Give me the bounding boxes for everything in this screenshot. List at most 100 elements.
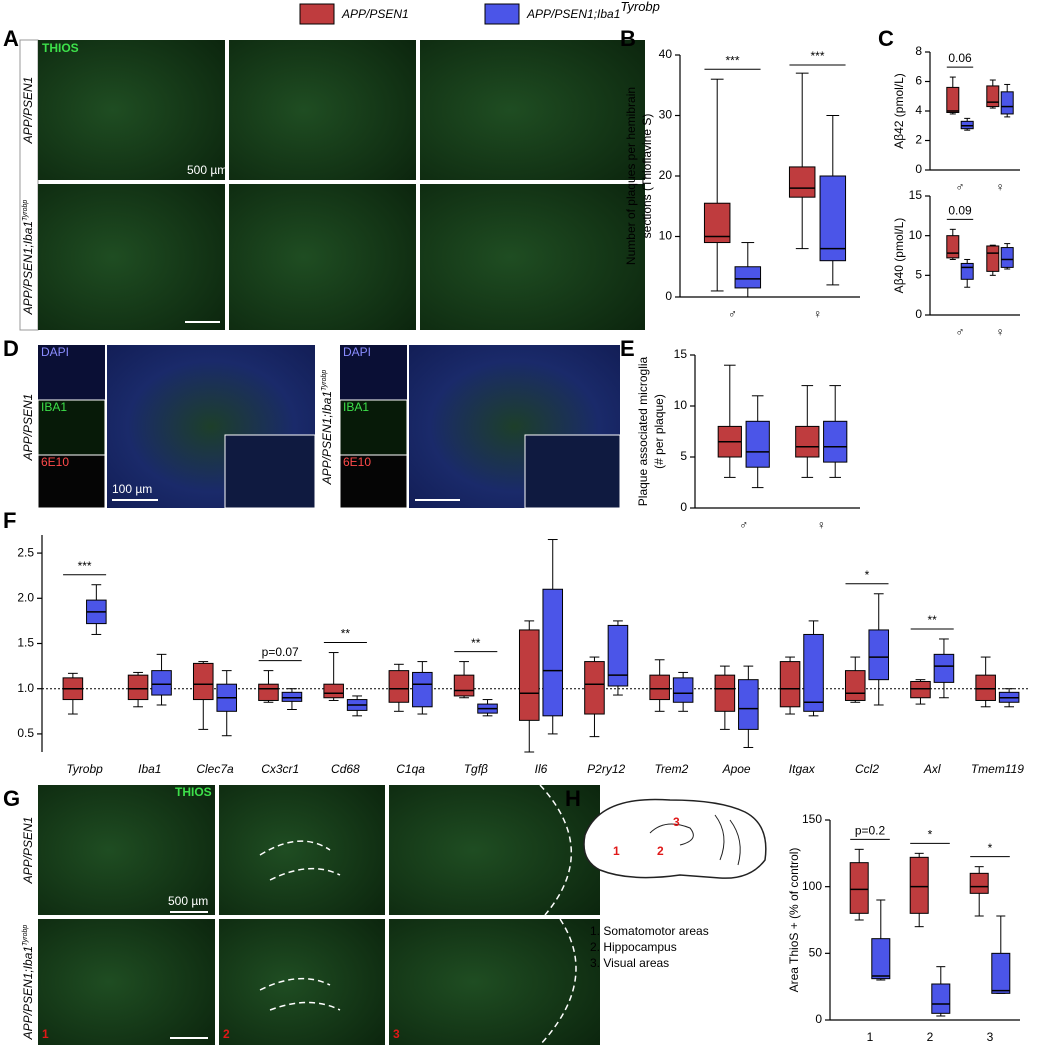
- x-tick-label: ♂: [728, 307, 737, 321]
- y-tick-label: 40: [659, 47, 673, 61]
- x-tick-label: Tyrobp: [66, 762, 103, 776]
- micrograph: [219, 785, 385, 915]
- x-tick-label: C1qa: [396, 762, 425, 776]
- box: [969, 872, 989, 894]
- y-axis-label: sections (Thioflavine S): [640, 114, 654, 239]
- y-tick-label: 6: [915, 74, 922, 88]
- panel-letter: G: [3, 786, 20, 811]
- box: [542, 588, 564, 717]
- y-axis-label: Area ThioS + (% of control): [787, 848, 801, 993]
- region-key: 1. Somatomotor areas: [590, 924, 709, 938]
- micrograph: [420, 184, 645, 330]
- y-axis-label: (# per plaque): [652, 394, 666, 469]
- significance-label: **: [471, 636, 481, 650]
- significance-label: ***: [810, 49, 824, 63]
- significance-label: p=0.07: [262, 645, 299, 659]
- box: [388, 670, 410, 703]
- y-tick-label: 0: [665, 289, 672, 303]
- scale-label: 500 µm: [168, 894, 208, 908]
- channel-label: DAPI: [41, 345, 69, 359]
- box: [871, 938, 891, 980]
- panel-letter: C: [878, 26, 894, 51]
- row-label-sup: Tyrobp: [321, 370, 328, 391]
- box: [844, 670, 866, 701]
- y-axis-label: Aβ40 (pmol/L): [892, 218, 906, 294]
- x-tick-label: Tgfβ: [464, 762, 488, 776]
- significance-label: ***: [725, 53, 739, 67]
- row-label-main: APP/PSEN1: [21, 77, 35, 145]
- box: [1000, 91, 1014, 115]
- scale-label: 100 µm: [112, 482, 152, 496]
- y-tick-label: 15: [909, 188, 923, 202]
- region-number: 2: [657, 844, 664, 858]
- box: [986, 245, 1000, 272]
- x-tick-label: Iba1: [138, 762, 161, 776]
- row-label-sup: Tyrobp: [22, 200, 29, 221]
- panel-letter: F: [3, 508, 16, 533]
- significance-label: **: [928, 613, 938, 627]
- box: [933, 653, 955, 683]
- y-tick-label: 0: [680, 500, 687, 514]
- row-label-sup: Tyrobp: [22, 925, 29, 946]
- micrograph: [37, 399, 106, 456]
- y-tick-label: 10: [674, 398, 688, 412]
- significance-label: *: [988, 841, 993, 855]
- box: [584, 661, 605, 715]
- channel-label: 6E10: [41, 455, 69, 469]
- y-tick-label: 0: [815, 1012, 822, 1026]
- significance-label: ***: [78, 559, 92, 573]
- y-tick-label: 2.5: [17, 545, 34, 559]
- x-tick-label: Clec7a: [196, 762, 234, 776]
- micrograph: [339, 399, 408, 456]
- box: [803, 633, 824, 712]
- x-tick-label: Itgax: [789, 762, 816, 776]
- x-tick-label: Trem2: [655, 762, 689, 776]
- panel-letter: E: [620, 336, 635, 361]
- x-tick-label: P2ry12: [587, 762, 625, 776]
- y-tick-label: 2: [915, 133, 922, 147]
- box: [779, 661, 801, 708]
- x-tick-label: ♀: [996, 180, 1005, 194]
- legend-label-main: APP/PSEN1: [341, 7, 409, 21]
- x-tick-label: ♂: [956, 180, 965, 194]
- micrograph: [38, 40, 225, 180]
- channel-label: IBA1: [343, 400, 369, 414]
- stain-label: THIOS: [42, 41, 79, 55]
- box: [946, 235, 960, 259]
- legend-swatch: [299, 3, 335, 25]
- box: [931, 983, 951, 1014]
- region-number: 3: [393, 1027, 400, 1041]
- box: [518, 629, 540, 721]
- y-tick-label: 5: [915, 268, 922, 282]
- micrograph: [339, 454, 408, 509]
- panel-letter: H: [565, 786, 581, 811]
- image-grid-a: [19, 39, 645, 331]
- channel-label: IBA1: [41, 400, 67, 414]
- y-tick-label: 20: [659, 168, 673, 182]
- row-label: APP/PSEN1: [21, 394, 35, 462]
- stain-label: THIOS: [175, 785, 212, 799]
- box: [607, 624, 629, 687]
- x-tick-label: 1: [867, 1030, 874, 1044]
- legend-label: APP/PSEN1: [341, 7, 409, 21]
- x-tick-label: ♀: [996, 325, 1005, 339]
- y-tick-label: 2.0: [17, 590, 34, 604]
- panel-letter: D: [3, 336, 19, 361]
- row-label: APP/PSEN1;Iba1Tyrobp: [21, 200, 35, 316]
- channel-label: 6E10: [343, 455, 371, 469]
- row-label-main: APP/PSEN1;Iba1: [320, 391, 334, 485]
- x-tick-label: 3: [987, 1030, 994, 1044]
- micrograph: [37, 454, 106, 509]
- box: [910, 680, 931, 699]
- micrograph: [224, 434, 316, 509]
- y-tick-label: 0.5: [17, 726, 34, 740]
- x-tick-label: Cd68: [331, 762, 360, 776]
- box: [788, 166, 816, 198]
- legend-label: APP/PSEN1;Iba1Tyrobp: [526, 0, 660, 21]
- micrograph: [229, 184, 416, 330]
- box: [672, 677, 694, 703]
- region-key: 2. Hippocampus: [590, 940, 677, 954]
- box: [192, 662, 214, 701]
- region-number: 1: [613, 844, 620, 858]
